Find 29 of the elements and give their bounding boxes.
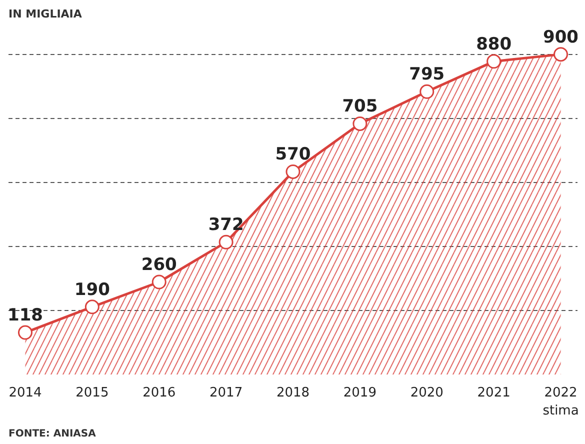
x-tick-label: 2020: [410, 386, 444, 400]
source-note: FONTE: ANIASA: [8, 428, 96, 440]
point: [420, 84, 434, 99]
point: [18, 325, 32, 340]
x-tick-label: 2019: [343, 386, 376, 400]
data-label: 190: [74, 280, 110, 300]
data-label: 570: [275, 144, 311, 165]
point: [218, 234, 234, 250]
point: [554, 47, 568, 62]
x-tick-label: 2021: [477, 386, 510, 400]
point: [486, 54, 502, 69]
x-tick-label: 2022 stima: [542, 386, 579, 418]
data-label: 705: [342, 96, 378, 117]
x-tick-label: 2017: [210, 386, 243, 400]
x-tick-label: 2015: [76, 386, 109, 400]
data-label: 900: [543, 27, 579, 48]
point: [352, 116, 368, 131]
point: [152, 274, 166, 290]
point: [84, 300, 100, 314]
chart-title: IN MIGLIAIA: [8, 8, 82, 20]
x-tick-label: 2014: [8, 386, 42, 400]
data-label: 260: [141, 255, 178, 276]
data-label: 880: [476, 34, 512, 54]
data-label: 795: [409, 64, 445, 85]
point: [286, 164, 300, 179]
x-tick-label: 2016: [142, 386, 176, 400]
data-label: 118: [7, 306, 43, 326]
data-label: 372: [208, 215, 244, 236]
x-tick-label: 2018: [276, 386, 310, 400]
